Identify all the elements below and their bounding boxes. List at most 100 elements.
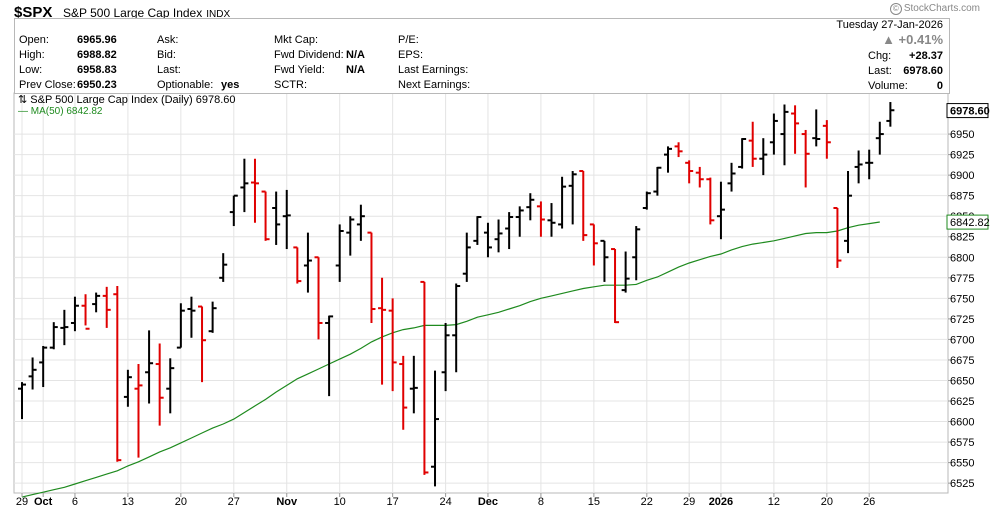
x-tick-label: Oct bbox=[34, 496, 53, 508]
ohlc-bar bbox=[822, 120, 831, 159]
volume-label: Volume: bbox=[868, 80, 908, 92]
prev-close-value: 6950.23 bbox=[77, 79, 117, 91]
ohlc-bar bbox=[81, 294, 90, 330]
ohlc-bar bbox=[462, 232, 471, 282]
ohlc-bar bbox=[494, 219, 503, 253]
prev-close-label: Prev Close: bbox=[19, 79, 76, 91]
ohlc-bar bbox=[716, 181, 725, 240]
ohlc-bar bbox=[642, 191, 651, 210]
ohlc-bar bbox=[558, 176, 567, 229]
chg-label: Chg: bbox=[868, 50, 892, 62]
ohlc-bar bbox=[134, 364, 143, 458]
ohlc-bar bbox=[431, 370, 440, 487]
volume-value: 0 bbox=[936, 80, 943, 92]
ohlc-bar bbox=[505, 212, 514, 250]
ohlc-bar bbox=[621, 251, 630, 293]
ma-tag-box bbox=[946, 214, 989, 230]
ohlc-bar bbox=[219, 253, 228, 282]
quote-panel: Open: 6965.96 High: 6988.82 Low: 6958.83… bbox=[14, 18, 950, 94]
ohlc-bar bbox=[812, 109, 821, 147]
x-tick-label: 10 bbox=[334, 496, 346, 508]
price-tag-box bbox=[946, 103, 989, 119]
ohlc-bar bbox=[759, 138, 768, 176]
credit-text: StockCharts.com bbox=[903, 3, 980, 14]
ohlc-bar bbox=[39, 345, 48, 388]
ohlc-bar bbox=[515, 206, 524, 237]
ohlc-bar bbox=[695, 166, 704, 188]
ohlc-bar bbox=[49, 322, 58, 350]
y-tick-label: 6950 bbox=[950, 129, 974, 141]
ohlc-bar bbox=[187, 296, 196, 338]
x-tick-label: 15 bbox=[588, 496, 600, 508]
ohlc-bar bbox=[738, 137, 747, 169]
ohlc-bar bbox=[346, 216, 355, 256]
ohlc-bar bbox=[155, 343, 164, 426]
x-tick-label: 2026 bbox=[709, 496, 733, 508]
ohlc-bar bbox=[589, 223, 598, 266]
x-tick-label: 20 bbox=[175, 496, 187, 508]
y-tick-label: 6575 bbox=[950, 437, 974, 449]
y-tick-label: 6600 bbox=[950, 417, 974, 429]
ohlc-bar bbox=[452, 283, 461, 373]
ma50-series bbox=[21, 221, 880, 498]
ohlc-bar bbox=[198, 305, 207, 383]
x-tick-label: 29 bbox=[16, 496, 28, 508]
x-tick-label: 17 bbox=[387, 496, 399, 508]
ohlc-bar bbox=[547, 203, 556, 237]
ohlc-bar bbox=[28, 357, 37, 390]
last-earnings-label: Last Earnings: bbox=[398, 64, 469, 76]
eps-label: EPS: bbox=[398, 49, 424, 61]
high-label: High: bbox=[19, 49, 45, 61]
ohlc-bar bbox=[674, 142, 683, 158]
ohlc-bar bbox=[473, 216, 482, 245]
ohlc-bar bbox=[166, 358, 175, 414]
ohlc-bar bbox=[356, 204, 365, 241]
optionable-label: Optionable: bbox=[157, 79, 214, 91]
ask-label: Ask: bbox=[157, 34, 179, 46]
pe-label: P/E: bbox=[398, 34, 419, 46]
ohlc-bar bbox=[727, 162, 736, 192]
optionable-value: yes bbox=[221, 79, 240, 91]
ohlc-bar bbox=[388, 298, 397, 392]
ohlc-bar bbox=[325, 315, 334, 397]
ohlc-bar bbox=[18, 382, 26, 420]
x-tick-label: 27 bbox=[228, 496, 240, 508]
y-tick-label: 6750 bbox=[950, 293, 974, 305]
last-label: Last: bbox=[157, 64, 181, 76]
ohlc-bar bbox=[378, 277, 387, 385]
y-tick-label: 6650 bbox=[950, 375, 974, 387]
ohlc-bar bbox=[272, 191, 281, 245]
legend-ma: — MA(50) 6842.82 bbox=[18, 106, 103, 117]
ohlc-bar bbox=[769, 113, 778, 155]
ohlc-bars bbox=[18, 102, 895, 487]
ohlc-bar bbox=[145, 330, 154, 404]
fwd-div-value: N/A bbox=[346, 49, 365, 61]
ohlc-bar bbox=[706, 177, 715, 225]
ohlc-bar bbox=[632, 226, 641, 281]
ohlc-bar bbox=[865, 149, 874, 180]
chart-header: $SPX S&P 500 Large Cap Index INDX © StockC… bbox=[0, 0, 990, 30]
x-tick-label: 20 bbox=[821, 496, 833, 508]
ohlc-bar bbox=[568, 171, 577, 225]
x-tick-label: 29 bbox=[683, 496, 695, 508]
ohlc-bar bbox=[314, 256, 323, 340]
ohlc-bar bbox=[780, 104, 789, 166]
ma50-line bbox=[21, 221, 880, 498]
ohlc-bar bbox=[875, 121, 884, 155]
axes: 6525 6550 6575 6600 6625 6650 6675 6700 6725 6750… bbox=[16, 94, 990, 508]
x-tick-label: 8 bbox=[538, 496, 544, 508]
x-tick-label: Dec bbox=[478, 496, 498, 508]
last-value: 6978.60 bbox=[903, 65, 943, 77]
ohlc-bar bbox=[60, 309, 69, 346]
open-label: Open: bbox=[19, 34, 49, 46]
ohlc-bar bbox=[526, 193, 535, 221]
pct-change-value: +0.41% bbox=[898, 32, 943, 47]
ohlc-bar bbox=[653, 166, 662, 196]
quote-date: Tuesday 27-Jan-2026 bbox=[836, 19, 943, 31]
y-tick-label: 6525 bbox=[950, 478, 974, 490]
ohlc-bar bbox=[293, 246, 302, 284]
symbol[interactable]: $SPX bbox=[14, 4, 53, 21]
copyright-icon: © bbox=[889, 3, 902, 15]
ma-tag: 6842.82 bbox=[950, 217, 990, 229]
